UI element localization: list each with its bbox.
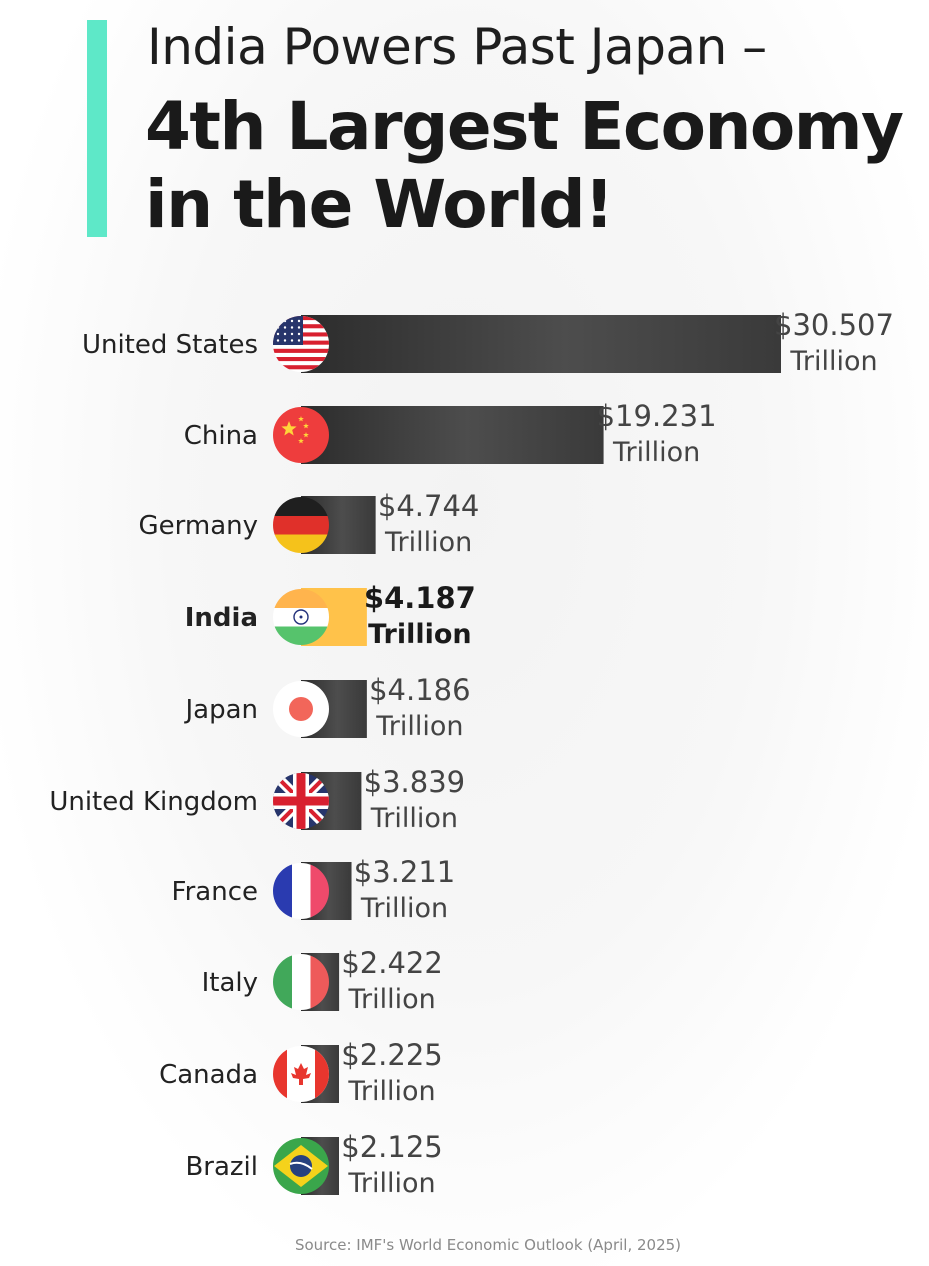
bar-row: United States $30.507 Trillion	[82, 308, 894, 377]
india-flag-icon	[273, 589, 329, 645]
us-flag-icon	[273, 316, 329, 372]
brazil-flag-icon	[273, 1138, 329, 1194]
title-line-2: 4th Largest Economy in the World!	[145, 88, 904, 244]
title-line-2-text: 4th Largest Economy	[145, 88, 904, 165]
category-label: Italy	[202, 968, 258, 998]
category-label: Germany	[138, 511, 258, 541]
bar	[301, 315, 781, 373]
category-label: India	[185, 603, 258, 633]
value-label: $2.225	[341, 1038, 442, 1072]
category-label: United States	[82, 330, 258, 360]
italy-flag-icon	[273, 954, 329, 1010]
unit-label: Trillion	[368, 619, 472, 650]
title-accent-bar	[87, 20, 107, 237]
germany-flag-icon	[273, 497, 329, 553]
title-line-3-text: in the World!	[145, 166, 614, 243]
unit-label: Trillion	[375, 711, 463, 742]
source-note: Source: IMF's World Economic Outlook (Ap…	[294, 1236, 682, 1254]
bar-row: India $4.187 Trillion	[185, 581, 476, 650]
bar-row: Germany $4.744 Trillion	[138, 489, 479, 558]
value-label: $19.231	[597, 399, 717, 433]
bar-row: France $3.211 Trillion	[172, 855, 456, 924]
category-label: United Kingdom	[49, 787, 258, 817]
bar-row: United Kingdom $3.839 Trillion	[49, 765, 465, 834]
category-label: Canada	[159, 1060, 258, 1090]
bar-row: Italy $2.422 Trillion	[202, 946, 443, 1015]
category-label: Japan	[183, 695, 258, 725]
bar-row: Canada $2.225 Trillion	[159, 1038, 443, 1107]
china-flag-icon	[273, 407, 329, 463]
value-label: $4.186	[369, 673, 470, 707]
value-label: $4.187	[364, 581, 476, 615]
japan-flag-icon	[273, 681, 329, 737]
canada-flag-icon	[273, 1046, 329, 1102]
unit-label: Trillion	[612, 437, 700, 468]
bar	[301, 406, 604, 464]
value-label: $3.839	[364, 765, 465, 799]
bar-row: Brazil $2.125 Trillion	[185, 1130, 442, 1199]
value-label: $2.422	[341, 946, 442, 980]
value-label: $4.744	[378, 489, 479, 523]
value-label: $30.507	[774, 308, 894, 342]
france-flag-icon	[273, 863, 329, 919]
unit-label: Trillion	[347, 1168, 435, 1199]
unit-label: Trillion	[789, 346, 877, 377]
value-label: $2.125	[341, 1130, 442, 1164]
uk-flag-icon	[273, 773, 329, 829]
unit-label: Trillion	[347, 984, 435, 1015]
category-label: China	[184, 421, 258, 451]
unit-label: Trillion	[360, 893, 448, 924]
bar-row: China $19.231 Trillion	[184, 399, 717, 468]
category-label: Brazil	[185, 1152, 258, 1182]
value-label: $3.211	[354, 855, 455, 889]
unit-label: Trillion	[347, 1076, 435, 1107]
category-label: France	[172, 877, 258, 907]
unit-label: Trillion	[384, 527, 472, 558]
bar-row: Japan $4.186 Trillion	[183, 673, 470, 742]
unit-label: Trillion	[370, 803, 458, 834]
title-line-1: India Powers Past Japan –	[147, 18, 767, 76]
